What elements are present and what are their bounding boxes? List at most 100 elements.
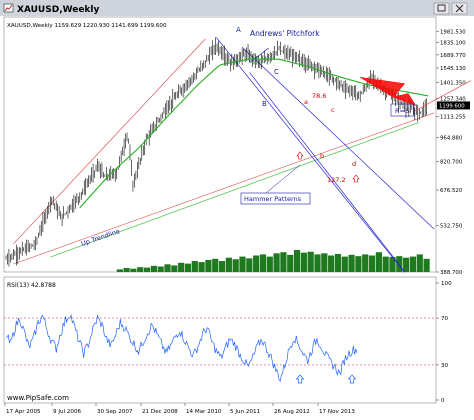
annotation-fib786: 78.6 [312,92,326,100]
close-icon[interactable] [451,2,468,15]
volume-bar [184,263,192,272]
rsi-y-axis: 100 70 30 0 [436,281,452,404]
volume-bar [300,252,307,272]
title-bar [0,0,474,16]
hammer-arrow-icon [296,151,304,160]
price-y-tick-label: 1257.340 [440,96,466,102]
price-y-tick-label: 1113.255 [440,114,466,120]
volume-bar [178,262,185,272]
volume-bar [246,258,253,272]
volume-bar [130,268,137,272]
price-panel [3,16,437,273]
price-y-tick-label: 1545.130 [440,66,466,72]
rsi-plot-area [4,314,436,384]
volume-bar [143,267,151,272]
up-arrow-icon [295,374,305,384]
annotation-a: a [304,98,308,106]
pitchfork-line [249,72,405,272]
volume-bar [150,265,157,272]
volume-bar [307,251,314,272]
hammer-pointer [265,164,301,194]
price-y-tick-label: 964.880 [440,136,463,142]
annotation-d: d [352,160,356,168]
rsi-panel [3,276,437,404]
watermark: www.PipSafe.com [7,394,69,402]
up-arrow-icon [347,374,357,384]
volume-bar [205,259,212,272]
channel-line-lower [13,112,435,265]
x-tick-label: 30 Sep 2007 [97,409,133,415]
volume-bar [348,254,355,272]
volume-bar [321,253,328,272]
volume-bar [239,256,246,272]
volume-bar [253,255,260,272]
volume-bar [218,261,226,272]
volume-bar [382,256,389,272]
volume-bar [293,250,301,272]
harmonic-pattern [360,77,406,98]
volume-bar [423,258,430,272]
window-title: XAUUSD,Weekly [17,5,100,15]
volume-bar [191,261,198,272]
moving-average-line [79,58,429,209]
volume-bar [157,266,164,272]
x-tick-label: 5 Jun 2011 [230,409,261,415]
x-tick-label: 9 Jul 2006 [53,409,82,415]
x-tick-label: 26 Aug 2012 [274,409,310,415]
x-tick-label: 17 Apr 2005 [6,409,41,415]
x-tick-label: 21 Dec 2008 [142,409,178,415]
volume-bar [259,254,267,272]
hammer-label-box [240,192,311,205]
annotation-b: b [320,152,324,160]
price-y-tick-label: 388.700 [440,270,463,276]
up-trendline [50,121,420,258]
annotation-B: B [262,100,267,108]
maximize-icon[interactable] [433,2,450,15]
price-y-tick-label: 676.520 [440,188,463,194]
last-price-badge [437,101,470,110]
price-y-tick-label: 532.750 [440,223,463,229]
price-y-tick-label: 1835.100 [440,41,466,47]
volume-bar [116,269,123,272]
annotation-rs: R=S [395,107,409,115]
volume-bar [355,256,362,272]
volume-bar [164,264,171,272]
pitchfork-line [216,37,405,273]
volume-bar [314,254,321,272]
rsi-y-tick-label: 70 [441,316,449,322]
price-header: XAUUSD,Weekly 1159.629 1220.930 1141.699… [7,23,167,29]
rsi-line [5,314,358,382]
rsi-y-tick-label: 0 [441,398,445,404]
rs-line [413,80,472,112]
chart-icon [3,3,14,13]
rsi-y-tick-label: 30 [441,363,449,369]
last-price-label: 1199.600 [439,103,465,109]
volume-bar [287,254,294,272]
volume-bar [266,256,273,272]
harmonic-pattern [392,93,417,106]
rsi-y-tick-label: 100 [441,281,452,287]
volume-bar [198,262,205,272]
volume-bar [409,256,417,272]
volume-bar [341,256,348,272]
volume-bar [212,258,219,272]
price-y-tick-label: 1401.350 [440,80,466,86]
volume-bar [334,253,342,272]
annotation-title: Andrews' Pitchfork [250,29,320,38]
x-tick-label: 14 Mar 2010 [186,409,222,415]
volume-bar [368,255,376,272]
volume-bar [362,254,369,272]
volume-bar [273,253,280,272]
volume-bar [232,259,239,272]
volume-bar [123,268,130,272]
volume-bar [280,252,287,272]
volume-bar [328,255,335,272]
annotation-A: A [236,26,241,34]
rs-label-box [390,103,415,117]
annotation-hammer: Hammer Patterns [244,195,302,203]
x-tick-label: 17 Nov 2013 [319,409,355,415]
rsi-title: RSI(13) 42.8788 [7,282,56,289]
time-x-axis: 17 Apr 2005 9 Jul 2006 30 Sep 2007 21 Dec 2… [4,403,355,415]
price-plot-area: Andrews' Pitchfork A B Ca b c d 78.6 127.2 Hammer… [5,26,472,273]
